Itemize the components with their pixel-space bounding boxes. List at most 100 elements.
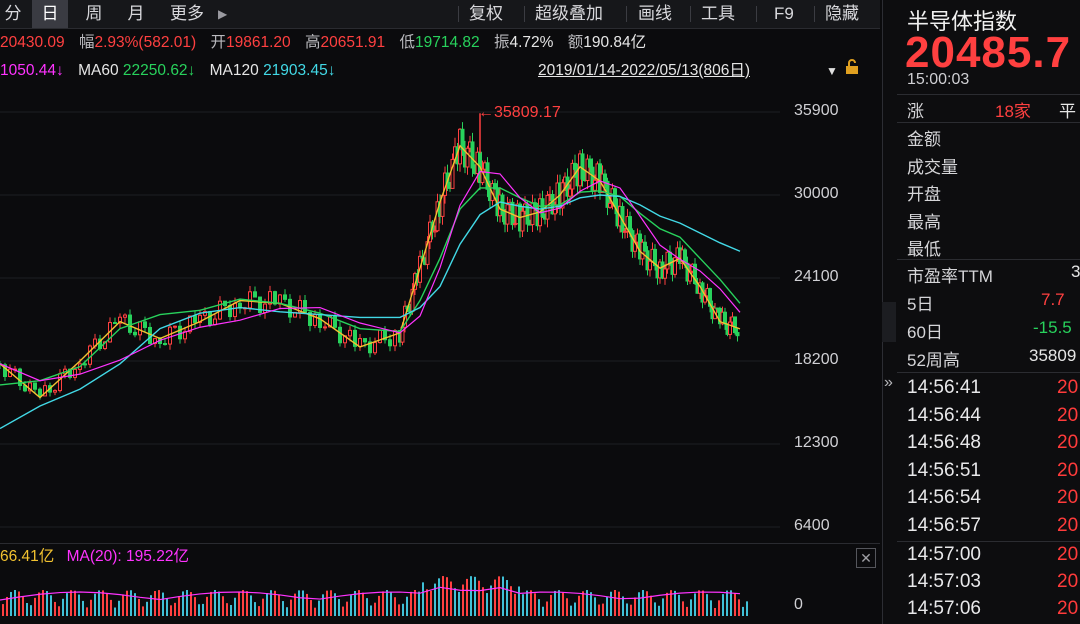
volume-bar [58, 606, 60, 616]
tick-time: 14:57:03 [907, 571, 981, 592]
tick-time: 14:57:06 [907, 598, 981, 619]
volume-bar [526, 590, 528, 616]
candle-body [353, 329, 357, 347]
tick-time: 14:56:41 [907, 377, 981, 398]
hide-button[interactable]: 隐藏 [825, 4, 859, 23]
volume-bar [422, 582, 424, 616]
volume-bar [274, 590, 276, 616]
volume-bar [650, 595, 652, 616]
volume-bar [114, 607, 116, 616]
stat-label: 最高 [907, 213, 941, 232]
volume-bar [738, 599, 740, 616]
tools-button[interactable]: 工具 [701, 4, 735, 23]
candle-body [338, 326, 342, 344]
candle-body [393, 330, 397, 347]
more-dropdown-icon[interactable]: ▶ [218, 7, 228, 21]
volume-bar [666, 592, 668, 616]
candle-body [133, 331, 137, 336]
tick-value: 20 [1057, 460, 1079, 481]
tab-month[interactable]: 月 [127, 4, 145, 23]
candle-body [268, 291, 272, 305]
expand-panel-icon[interactable]: » [884, 374, 893, 391]
range-dropdown-icon[interactable]: ▼ [826, 64, 838, 78]
candle-body [123, 314, 127, 318]
candle-body [273, 291, 277, 305]
volume-bar [454, 588, 456, 616]
volume-bar [430, 590, 432, 616]
tab-minute[interactable]: 分 [4, 4, 22, 23]
candle-body [540, 198, 545, 218]
candle-body [3, 364, 7, 378]
volume-bar [610, 591, 612, 616]
volume-bar [366, 598, 368, 616]
volume-bar [94, 593, 96, 616]
high-label: 高 [304, 34, 321, 51]
ma20-value: 1050.44↓ [0, 62, 64, 79]
volume-bar [66, 593, 68, 616]
candle-body [178, 325, 182, 340]
close-icon[interactable]: ✕ [856, 548, 876, 568]
close-value: 20430.09 [0, 34, 65, 51]
volume-bar [30, 605, 32, 616]
volume-bar [490, 585, 492, 616]
volume-bar [350, 595, 352, 616]
volume-bar [218, 591, 220, 616]
volume-bar [282, 601, 284, 616]
candle-body [323, 326, 327, 329]
volume-bar [710, 600, 712, 616]
volume-bar [158, 590, 160, 616]
volume-bar [90, 599, 92, 616]
super-overlay-button[interactable]: 超级叠加 [535, 4, 603, 23]
tick-time: 14:56:44 [907, 405, 981, 426]
volume-bar [118, 600, 120, 616]
candle-body [485, 162, 490, 190]
candle-body [613, 188, 617, 207]
candle-body [58, 373, 62, 392]
y-tick-label: 12300 [794, 434, 839, 451]
volume-bar [186, 590, 188, 616]
candle-body [673, 257, 677, 275]
amount-value: 190.84亿 [583, 34, 647, 51]
candle-body [258, 296, 262, 313]
stat-value: -15.5 [1033, 318, 1072, 337]
f9-button[interactable]: F9 [774, 4, 794, 23]
volume-bar [394, 597, 396, 616]
tab-week[interactable]: 周 [85, 4, 103, 23]
candle-body [500, 194, 505, 215]
volume-bar [402, 603, 404, 616]
volume-bar [550, 594, 552, 616]
tick-value: 20 [1057, 544, 1079, 565]
lock-icon[interactable] [845, 58, 859, 84]
volume-bar [62, 598, 64, 616]
panel-splitter[interactable] [882, 302, 896, 342]
volume-bar [370, 605, 372, 616]
tab-more[interactable]: 更多 [170, 4, 204, 23]
volume-bar [14, 590, 16, 616]
date-range[interactable]: 2019/01/14-2022/05/13(806日) [538, 62, 750, 79]
volume-bar [110, 599, 112, 616]
candle-body [683, 249, 687, 264]
series-line-ma10 [0, 170, 741, 382]
candle-body [163, 343, 167, 346]
volume-bar [258, 606, 260, 616]
ma60-value: 22250.62↓ [122, 62, 196, 79]
draw-line-button[interactable]: 画线 [638, 4, 672, 23]
volume-chart [0, 576, 748, 616]
restore-rights-button[interactable]: 复权 [469, 4, 503, 23]
volume-bar [414, 590, 416, 616]
volume-bar [10, 591, 12, 616]
volume-bar [618, 591, 620, 616]
volume-bar [682, 601, 684, 616]
kline-chart[interactable] [0, 90, 880, 545]
volume-ma-label: MA(20): [66, 548, 122, 565]
candle-body [228, 305, 232, 318]
volume-bar [438, 578, 440, 616]
tab-day[interactable]: 日 [32, 0, 68, 28]
volume-bar [398, 604, 400, 616]
volume-bar [170, 605, 172, 616]
volume-bar [602, 603, 604, 616]
volume-bar [514, 593, 516, 616]
volume-bar [202, 603, 204, 616]
stat-value: 18家 [995, 102, 1031, 121]
candle-body [450, 158, 455, 189]
